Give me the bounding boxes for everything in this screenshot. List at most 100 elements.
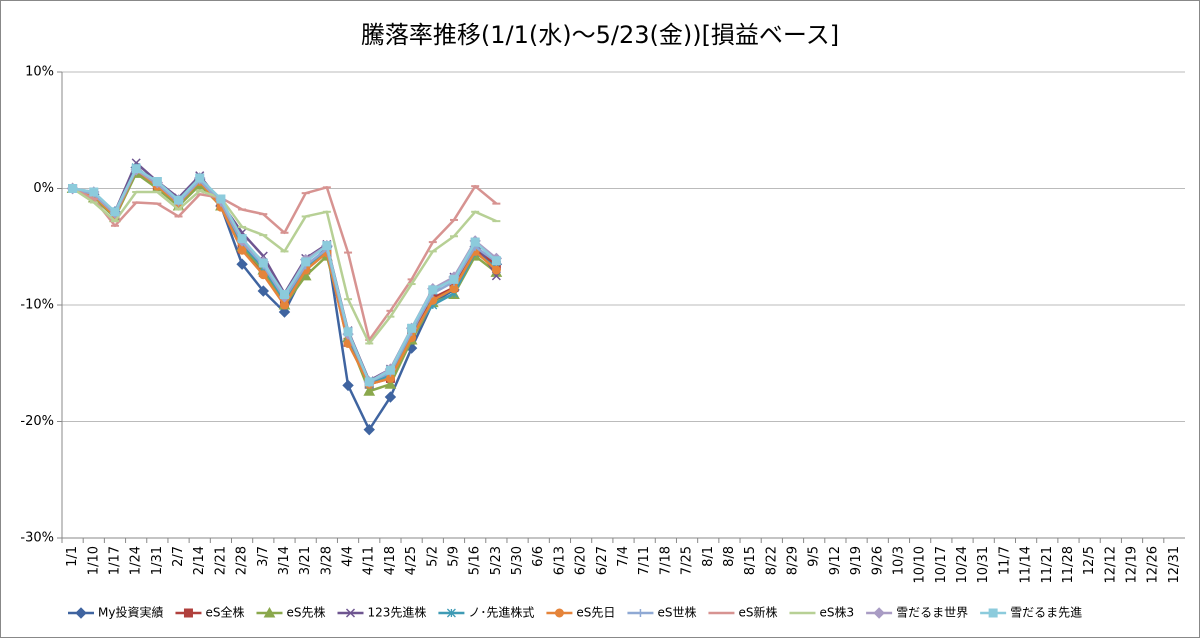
y-tick-label: 10% <box>25 65 54 80</box>
y-tick-label: -20% <box>20 414 54 429</box>
x-tick-label: 6/6 <box>531 546 546 567</box>
x-tick-label: 3/7 <box>256 546 271 567</box>
x-tick-label: 11/14 <box>1019 546 1034 583</box>
x-tick-label: 1/17 <box>107 546 122 575</box>
marker <box>873 607 885 619</box>
marker <box>152 177 162 187</box>
marker <box>407 323 417 333</box>
x-tick-label: 6/13 <box>552 546 567 575</box>
x-tick-label: 8/1 <box>701 546 716 567</box>
legend-label: 雪だるま先進 <box>1010 606 1082 620</box>
x-tick-label: 4/25 <box>404 546 419 575</box>
x-tick-label: 1/10 <box>86 546 101 575</box>
marker <box>385 365 395 375</box>
marker <box>470 237 480 247</box>
marker <box>216 194 226 204</box>
x-tick-label: 12/5 <box>1082 546 1097 575</box>
legend-label: eS先株 <box>286 605 325 620</box>
x-tick-label: 10/24 <box>955 546 970 583</box>
x-tick-label: 1/31 <box>150 546 165 575</box>
y-tick-label: -30% <box>20 531 54 546</box>
y-tick-label: 0% <box>33 181 54 196</box>
marker <box>263 606 276 618</box>
x-tick-label: 10/10 <box>913 546 928 583</box>
marker <box>384 391 397 403</box>
x-tick-label: 2/28 <box>235 546 250 575</box>
legend-label: My投資実績 <box>98 605 163 620</box>
marker <box>75 607 87 619</box>
x-tick-label: 8/22 <box>764 546 779 575</box>
legend-label: eS株3 <box>819 605 854 620</box>
x-tick-label: 10/3 <box>891 546 906 575</box>
marker <box>131 164 141 174</box>
marker <box>491 265 501 275</box>
x-tick-label: 8/15 <box>743 546 758 575</box>
marker <box>491 256 501 266</box>
x-tick-label: 4/18 <box>383 546 398 575</box>
marker <box>554 608 564 618</box>
x-tick-label: 12/19 <box>1125 546 1140 583</box>
x-tick-label: 4/4 <box>341 546 356 567</box>
x-tick-label: 10/17 <box>934 546 949 583</box>
marker <box>68 184 78 193</box>
marker <box>636 609 645 617</box>
x-tick-label: 2/21 <box>213 546 228 575</box>
x-tick-label: 12/31 <box>1167 546 1182 583</box>
x-tick-label: 5/2 <box>425 546 440 567</box>
x-tick-label: 3/21 <box>298 546 313 575</box>
x-tick-label: 9/26 <box>870 546 885 575</box>
x-tick-label: 9/12 <box>828 546 843 575</box>
marker <box>237 234 247 244</box>
legend-label: eS全株 <box>205 605 244 620</box>
marker <box>342 379 354 392</box>
x-tick-label: 2/14 <box>192 546 207 575</box>
chart-title: 騰落率推移(1/1(水)～5/23(金))[損益ベース] <box>361 21 839 49</box>
x-tick-label: 3/14 <box>277 546 292 575</box>
x-tick-label: 7/4 <box>616 546 631 567</box>
marker <box>237 245 247 255</box>
marker <box>110 207 120 217</box>
legend-label: ノ･先進株式 <box>468 605 534 620</box>
marker <box>446 608 456 618</box>
marker <box>449 274 459 284</box>
marker <box>236 258 248 270</box>
legend-label: eS新株 <box>738 605 777 620</box>
marker <box>449 284 459 294</box>
marker <box>322 241 332 251</box>
x-tick-label: 4/11 <box>362 546 377 575</box>
x-tick-label: 6/27 <box>595 546 610 575</box>
y-tick-label: -10% <box>20 298 54 313</box>
marker <box>364 377 374 387</box>
x-tick-label: 12/26 <box>1146 546 1161 583</box>
x-tick-label: 9/19 <box>849 546 864 575</box>
x-tick-label: 3/28 <box>319 546 334 575</box>
marker <box>988 608 998 618</box>
marker <box>428 285 438 295</box>
x-tick-label: 8/29 <box>786 546 801 575</box>
x-tick-label: 11/7 <box>997 546 1012 575</box>
x-tick-label: 7/11 <box>637 546 652 575</box>
x-tick-label: 2/7 <box>171 546 186 567</box>
marker <box>195 173 205 183</box>
marker <box>301 257 311 267</box>
marker <box>183 608 193 618</box>
x-tick-label: 1/24 <box>129 546 144 575</box>
marker <box>258 258 268 268</box>
legend-label: 雪だるま世界 <box>896 606 968 620</box>
x-tick-label: 9/5 <box>807 546 822 567</box>
x-tick-label: 7/18 <box>658 546 673 575</box>
marker <box>363 385 376 396</box>
x-tick-label: 1/1 <box>65 546 80 567</box>
legend-label: eS世株 <box>657 605 696 620</box>
x-tick-label: 5/9 <box>446 546 461 567</box>
x-tick-label: 8/8 <box>722 546 737 567</box>
marker <box>343 327 353 337</box>
x-tick-label: 5/30 <box>510 546 525 575</box>
marker <box>257 285 269 297</box>
x-tick-label: 6/20 <box>574 546 589 575</box>
legend-label: eS先日 <box>576 606 615 620</box>
x-tick-label: 5/16 <box>468 546 483 575</box>
marker <box>89 187 99 197</box>
